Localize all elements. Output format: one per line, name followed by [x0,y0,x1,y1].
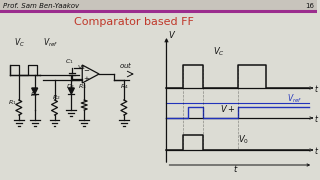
Text: $R_3$: $R_3$ [78,83,87,91]
Text: $D_L$: $D_L$ [30,91,39,100]
Text: $V_C$: $V_C$ [14,37,25,49]
Text: $+$: $+$ [83,73,90,82]
Text: $t$: $t$ [314,82,319,93]
Text: $R_1$: $R_1$ [8,99,17,107]
Polygon shape [32,88,38,94]
Text: $t$: $t$ [314,145,319,156]
Text: $C_1$: $C_1$ [65,58,74,66]
Text: $t$: $t$ [233,163,238,174]
Text: $R_4$: $R_4$ [120,83,129,91]
Text: $V_0$: $V_0$ [238,134,249,146]
Text: $V_C$: $V_C$ [213,46,225,58]
Text: $V_4$: $V_4$ [77,64,86,73]
Text: $out$: $out$ [119,60,132,70]
Text: $V_{ref}$: $V_{ref}$ [43,37,58,49]
Text: $-$: $-$ [83,66,90,72]
Text: $D_2$: $D_2$ [66,83,76,91]
Text: $R_2$: $R_2$ [52,94,60,102]
Text: $t$: $t$ [314,112,319,123]
Text: Prof. Sam Ben-Yaakov: Prof. Sam Ben-Yaakov [3,3,79,9]
Polygon shape [68,88,74,94]
Text: $V$: $V$ [168,28,177,39]
Text: $V_{ref}$: $V_{ref}$ [287,93,303,105]
Bar [0,0,317,11]
Text: $V+$: $V+$ [220,102,236,114]
Text: 16: 16 [305,3,314,9]
Text: Comparator based FF: Comparator based FF [74,17,194,27]
